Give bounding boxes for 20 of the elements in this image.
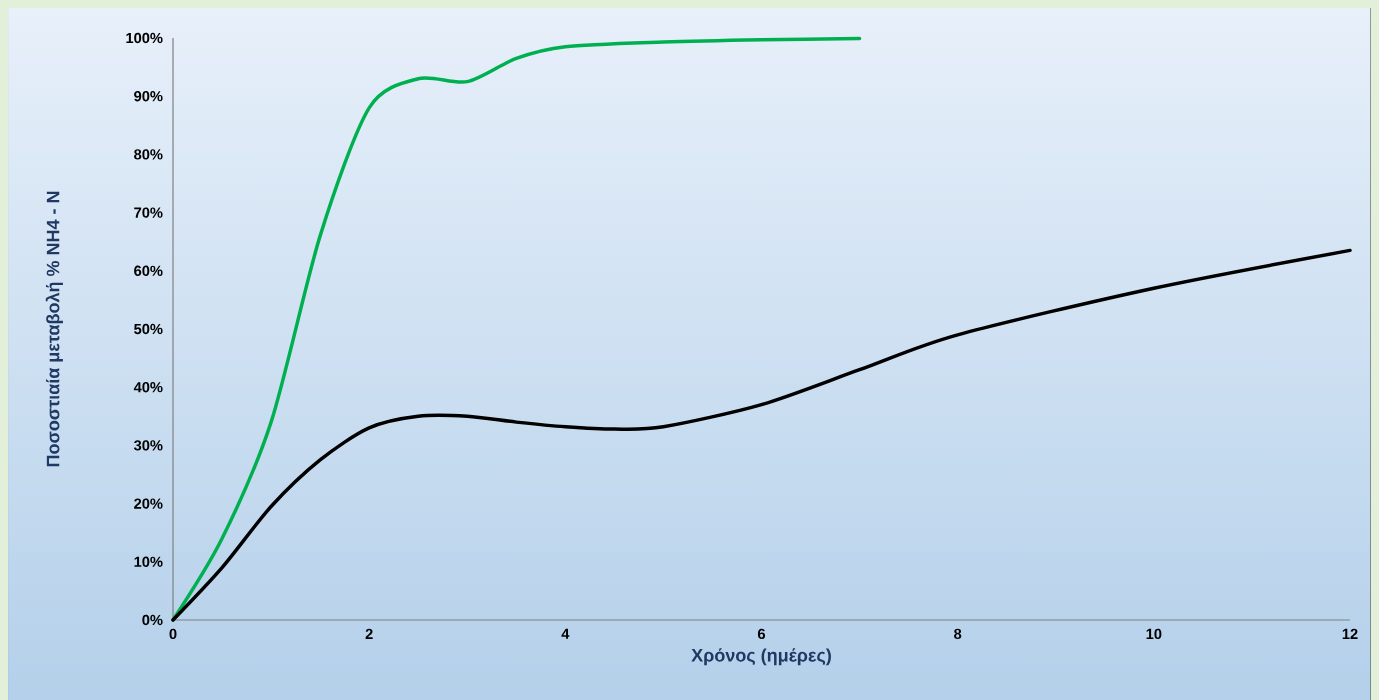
x-tick-label: 8 xyxy=(954,628,962,640)
x-tick-label: 2 xyxy=(365,628,373,639)
x-tick-label: 10 xyxy=(1146,628,1162,640)
x-tick-label: 0 xyxy=(169,628,177,640)
y-tick-label: 100% xyxy=(126,32,163,44)
y-axis-title: Ποσοστιαία μεταβολή % NH4 - N xyxy=(45,191,63,467)
y-tick-label: 80% xyxy=(134,149,163,160)
y-tick-label: 10% xyxy=(134,556,163,567)
y-tick-label: 20% xyxy=(134,498,163,509)
y-tick-label: 60% xyxy=(134,265,163,276)
y-tick-label: 30% xyxy=(133,440,163,451)
x-tick-label: 4 xyxy=(561,628,570,639)
x-tick-label: 12 xyxy=(1342,628,1358,639)
x-axis-title: Χρόνος (ημέρες) xyxy=(691,648,831,666)
y-tick-label: 70% xyxy=(134,207,163,218)
y-tick-label: 40% xyxy=(133,382,163,393)
y-tick-label: 50% xyxy=(134,323,163,335)
y-tick-label: 0% xyxy=(142,614,163,626)
y-tick-label: 90% xyxy=(134,91,163,102)
x-tick-label: 6 xyxy=(757,628,766,640)
